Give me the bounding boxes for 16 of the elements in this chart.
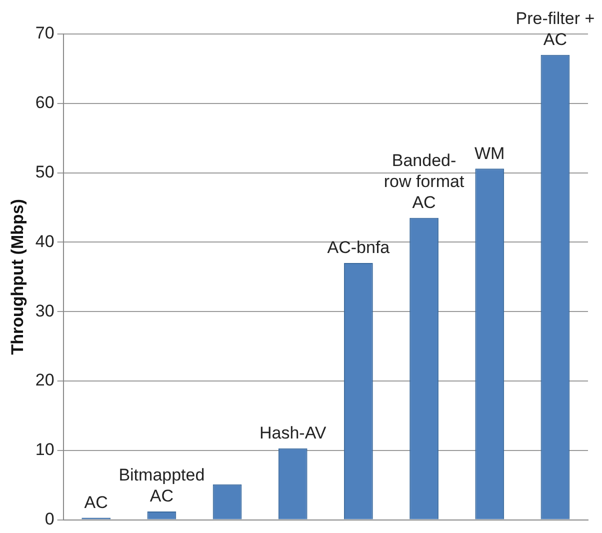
y-tick-label: 60 (35, 93, 54, 112)
x-tick-label: Bitmappted AC (118, 466, 205, 506)
y-tick-label: 0 (44, 509, 54, 528)
y-tick-label: 30 (35, 301, 54, 320)
y-tick-label: 50 (35, 162, 54, 182)
x-tick-label: Hash-AV (259, 424, 327, 443)
x-tick-label: Pre-filter + AC (516, 9, 595, 50)
y-axis-title: Throughput (Mbps) (8, 199, 27, 355)
y-tick-label: 70 (35, 24, 54, 43)
x-tick-label: Banded-row format AC (384, 151, 464, 212)
y-tick-label: 10 (35, 440, 54, 460)
x-tick-label: AC (84, 492, 108, 512)
x-tick-label: WM (474, 144, 505, 163)
x-tick-label: AC-bnfa (327, 238, 390, 258)
y-tick-label: 40 (35, 232, 54, 251)
y-tick-label: 20 (35, 370, 54, 390)
